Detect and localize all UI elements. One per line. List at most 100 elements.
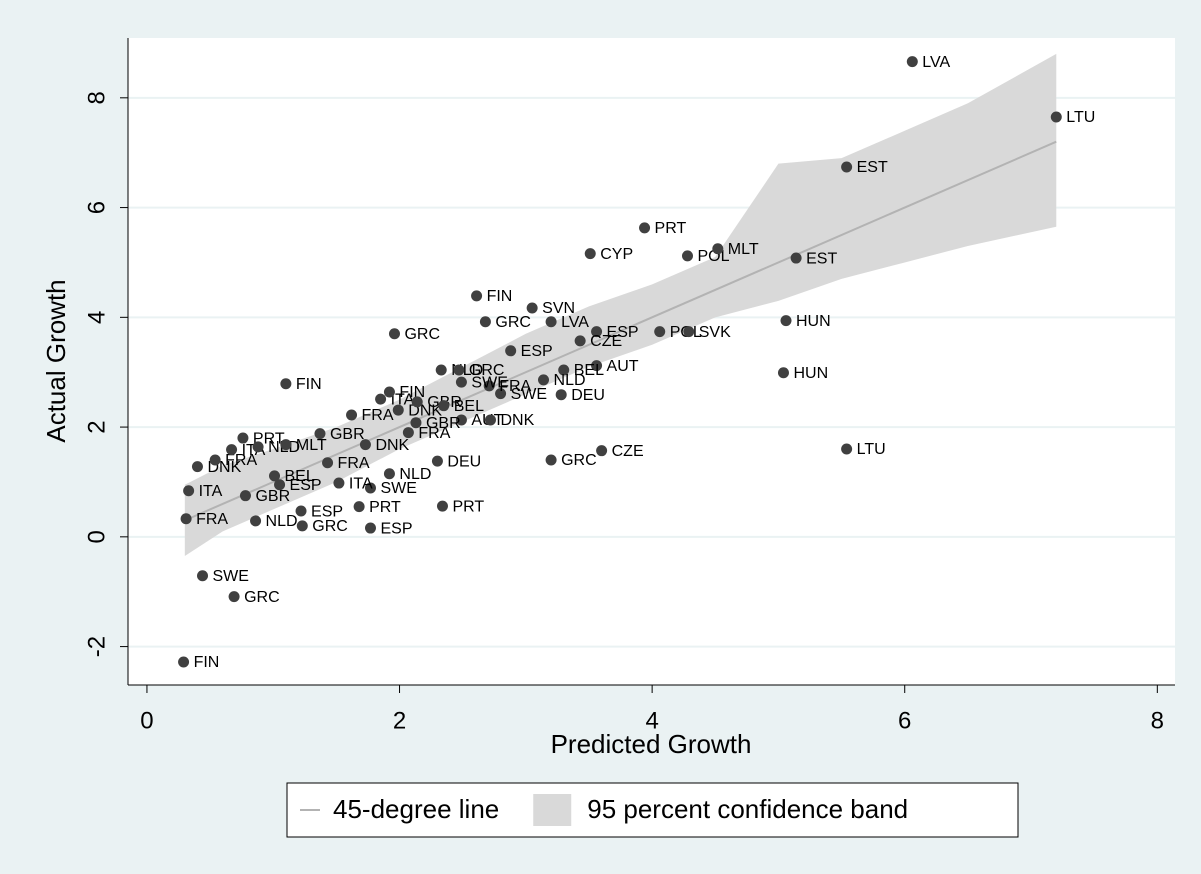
point	[558, 364, 570, 376]
reference-line	[184, 140, 1057, 522]
point-label: GRC	[312, 518, 348, 535]
point	[681, 250, 693, 262]
point-label: GRC	[244, 589, 280, 606]
point	[269, 470, 281, 482]
point	[538, 374, 550, 386]
point-label: EST	[806, 250, 837, 267]
point	[471, 290, 483, 302]
point	[712, 243, 724, 255]
point-label: SWE	[511, 386, 547, 403]
point	[183, 485, 195, 497]
point	[483, 380, 495, 392]
point-label: BEL	[285, 468, 315, 485]
x-axis-title: Predicted Growth	[551, 729, 752, 759]
point-label: EST	[857, 159, 888, 176]
point-label: GBR	[330, 426, 365, 443]
point-label: ITA	[391, 391, 415, 408]
point	[392, 404, 404, 416]
y-tick-label: 2	[83, 420, 110, 433]
point-label: CZE	[590, 333, 622, 350]
point	[436, 500, 448, 512]
point-label: LTU	[1066, 109, 1095, 126]
point-label: GBR	[255, 488, 290, 505]
point-label: DNK	[375, 437, 409, 454]
point	[596, 445, 608, 457]
point	[346, 409, 358, 421]
point	[555, 389, 567, 401]
point-label: FRA	[362, 407, 394, 424]
point	[438, 400, 450, 412]
point	[479, 316, 491, 328]
point-label: BEL	[574, 362, 604, 379]
y-axis-title: Actual Growth	[41, 279, 71, 442]
legend-swatch	[533, 794, 572, 826]
point	[333, 477, 345, 489]
point-label: SVN	[542, 300, 575, 317]
point	[574, 335, 586, 347]
point-label: BEL	[454, 398, 484, 415]
point-label: FRA	[338, 455, 370, 472]
point	[226, 444, 238, 456]
point-label: AUT	[607, 358, 639, 375]
x-tick-label: 8	[1151, 707, 1164, 734]
point-label: SVK	[699, 324, 731, 341]
point-label: GRC	[495, 314, 531, 331]
point-label: HUN	[796, 313, 831, 330]
point	[383, 386, 395, 398]
confidence-band	[184, 53, 1057, 557]
point	[353, 501, 365, 513]
point	[209, 454, 221, 466]
point	[790, 252, 802, 264]
point-label: ESP	[521, 343, 553, 360]
point	[591, 326, 603, 338]
point	[197, 570, 209, 582]
point	[484, 414, 496, 426]
point-label: PRT	[369, 499, 401, 516]
x-tick-label: 2	[393, 707, 406, 734]
point-label: LTU	[857, 441, 886, 458]
legend	[286, 782, 1019, 838]
point	[841, 161, 853, 173]
y-tick-label: 8	[83, 91, 110, 104]
point	[322, 457, 334, 469]
point-label: MLT	[296, 437, 327, 454]
point-label: PRT	[655, 220, 687, 237]
point-label: ITA	[349, 475, 373, 492]
legend-label: 95 percent confidence band	[587, 794, 908, 824]
point-label: DEU	[571, 387, 605, 404]
point	[280, 378, 292, 390]
point	[1050, 111, 1062, 123]
point	[591, 360, 603, 372]
point-label: CYP	[600, 246, 633, 263]
point	[780, 315, 792, 327]
point	[239, 490, 251, 502]
point	[453, 364, 465, 376]
point	[584, 248, 596, 260]
point	[435, 364, 447, 376]
point	[455, 376, 467, 388]
legend-label: 45-degree line	[333, 794, 499, 824]
point-label: ESP	[290, 477, 322, 494]
point	[402, 427, 414, 439]
y-tick-label: 6	[83, 201, 110, 214]
x-tick-label: 4	[645, 707, 658, 734]
point	[388, 328, 400, 340]
point	[364, 522, 376, 534]
point	[777, 367, 789, 379]
point-label: ESP	[380, 520, 412, 537]
point-label: FRA	[196, 511, 228, 528]
point-label: FIN	[487, 288, 513, 305]
point-label: SWE	[213, 568, 249, 585]
point-label: CZE	[612, 443, 644, 460]
point-label: NLD	[266, 513, 298, 530]
point-label: ESP	[311, 503, 343, 520]
point	[295, 505, 307, 517]
point-label: MLT	[728, 241, 759, 258]
point	[545, 454, 557, 466]
point-label: NLD	[399, 466, 431, 483]
y-tick-label: -2	[83, 636, 110, 657]
point-label: LVA	[922, 54, 950, 71]
point	[314, 428, 326, 440]
point	[906, 56, 918, 68]
